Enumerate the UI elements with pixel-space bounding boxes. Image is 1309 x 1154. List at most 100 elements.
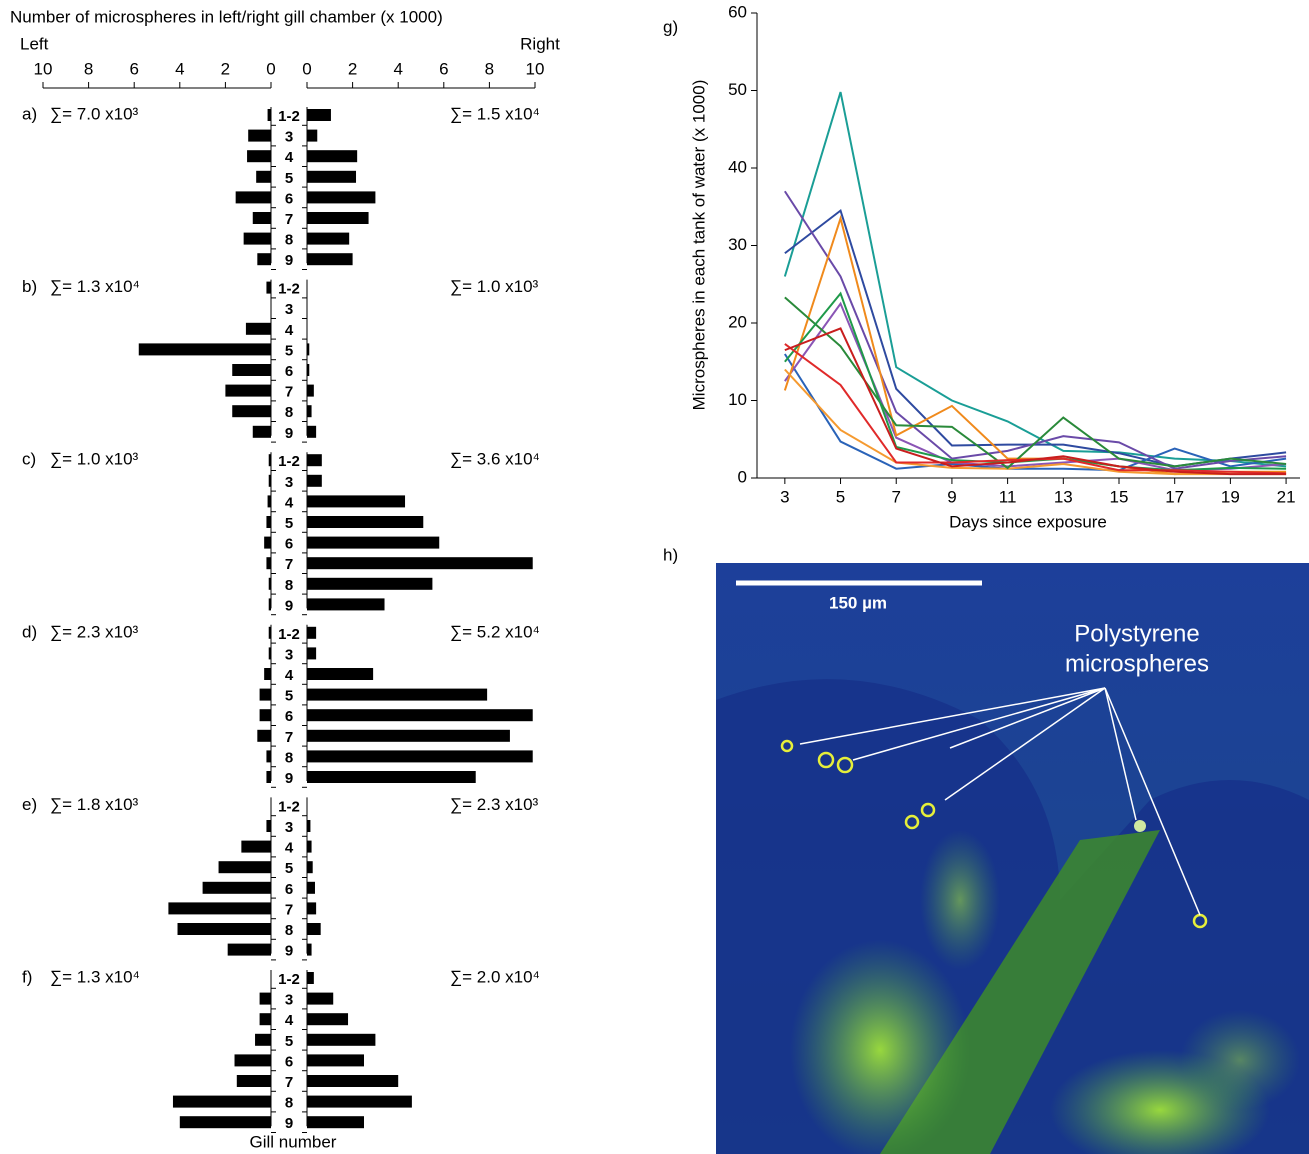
bar [227,943,271,956]
bar [255,1033,271,1046]
bar [202,881,271,894]
category-label: 3 [285,646,293,663]
category-label: 3 [285,129,293,146]
bar [307,577,433,590]
category-label: 6 [285,708,293,725]
bar [259,1013,271,1026]
line-series [784,343,1287,475]
bar [307,750,533,763]
left-label: Left [20,34,49,53]
bar [307,364,310,376]
category-label: 8 [285,577,293,594]
panel-label: h) [663,545,678,564]
y-axis-title: Microspheres in each tank of water (x 10… [689,80,708,411]
bar [257,253,271,266]
bar [245,322,271,335]
category-label: 8 [285,1095,293,1112]
bar [247,150,271,163]
x-axis-title: Days since exposure [949,512,1107,531]
bar [307,861,313,874]
x-tick-label: 13 [1054,487,1073,506]
line-series [784,296,1287,470]
bar [307,425,317,438]
sum-label: ∑= 2.0 x10⁴ [450,967,540,986]
bar [264,668,271,680]
category-label: 9 [285,1115,293,1132]
category-label: 8 [285,749,293,766]
category-label: 4 [285,494,294,511]
category-label: 6 [285,881,293,898]
tick-label: 0 [266,59,275,78]
bar [307,212,369,224]
category-label: 8 [285,232,293,249]
bar [234,1054,271,1067]
bar [307,1075,399,1087]
sum-label: ∑= 1.5 x10⁴ [450,104,540,123]
category-label: 4 [285,667,294,684]
panel-label: d) [22,622,37,641]
category-label: 5 [285,342,293,359]
sum-label: ∑= 1.3 x10⁴ [50,967,140,986]
tick-label: 8 [84,59,93,78]
line-series [784,353,1287,472]
gill-title: Number of microspheres in left/right gil… [10,7,443,26]
sum-label: ∑= 1.8 x10³ [50,795,139,814]
gill-xlabel: Gill number [250,1132,337,1151]
category-label: 9 [285,425,293,442]
bar [172,1095,271,1108]
category-label: 3 [285,992,293,1009]
bar [236,1075,271,1087]
x-tick-label: 21 [1277,487,1296,506]
sum-label: ∑= 2.3 x10³ [50,622,139,641]
category-label: 3 [285,819,293,836]
panel-label: a) [22,104,37,123]
bar [307,668,374,680]
right-label: Right [520,34,560,53]
bar [266,750,271,763]
y-tick-label: 0 [738,467,747,486]
category-label: 7 [285,901,293,918]
bar [252,425,271,438]
bar [256,170,271,183]
bar [264,536,271,549]
bar [252,212,271,224]
panel-label: b) [22,277,37,296]
bar [259,709,271,722]
bar [307,1054,364,1067]
bar [235,191,271,204]
tick-label: 8 [485,59,494,78]
sum-label: ∑= 2.3 x10³ [450,795,539,814]
bar [307,943,312,956]
bar [307,343,310,356]
line-series [784,190,1287,470]
y-tick-label: 20 [728,312,747,331]
category-label: 1-2 [278,281,300,298]
tick-label: 6 [129,59,138,78]
bar [307,598,385,611]
category-label: 9 [285,597,293,614]
tick-label: 10 [34,59,53,78]
sum-label: ∑= 5.2 x10⁴ [450,622,540,641]
bar [307,688,488,701]
category-label: 5 [285,688,293,705]
bar [268,454,271,467]
x-tick-label: 5 [836,487,845,506]
category-label: 9 [285,770,293,787]
bar [307,129,318,142]
x-tick-label: 3 [780,487,789,506]
category-label: 4 [285,840,294,857]
tick-label: 2 [348,59,357,78]
bar [241,840,271,853]
bar [266,516,271,528]
category-label: 3 [285,474,293,491]
y-tick-label: 10 [728,390,747,409]
bar [268,474,271,487]
line-series [784,291,1287,472]
category-label: 6 [285,536,293,553]
line-series [784,327,1287,476]
x-tick-label: 15 [1110,487,1129,506]
bar [307,1033,376,1046]
category-label: 8 [285,404,293,421]
category-label: 6 [285,363,293,380]
